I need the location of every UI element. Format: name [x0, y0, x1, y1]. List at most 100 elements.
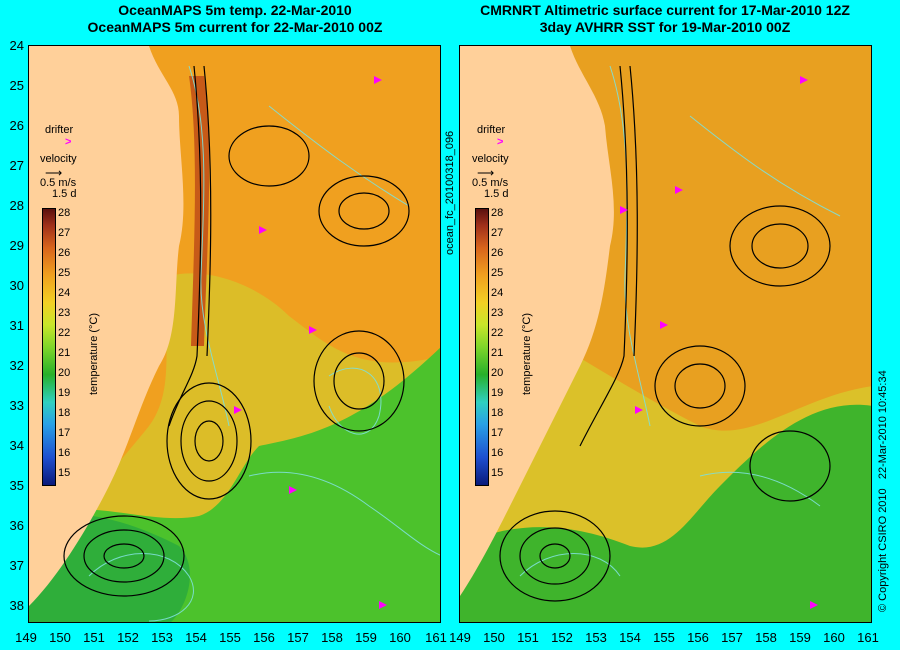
drifter-icon: >	[65, 136, 72, 148]
y-tick-label: 36	[9, 518, 24, 533]
x-tick-label: 154	[619, 630, 641, 645]
cb-tick: 18	[491, 407, 504, 419]
cb-tick: 23	[58, 307, 71, 319]
y-tick-label: 38	[9, 598, 24, 613]
copyright-text: © Copyright CSIRO 2010 22-Mar-2010 10:45…	[877, 370, 889, 612]
cb-tick: 15	[491, 467, 504, 479]
cb-tick: 20	[491, 367, 504, 379]
velocity-duration: 1.5 d	[484, 188, 509, 200]
y-tick-label: 31	[9, 318, 24, 333]
left-colorbar	[42, 208, 56, 486]
left-map-panel[interactable]	[28, 45, 441, 623]
x-tick-label: 161	[425, 630, 447, 645]
left-title-line2: OceanMAPS 5m current for 22-Mar-2010 00Z	[87, 19, 383, 35]
y-tick-label: 26	[9, 118, 24, 133]
x-tick-label: 156	[687, 630, 709, 645]
x-tick-label: 151	[517, 630, 539, 645]
cb-tick: 24	[491, 287, 504, 299]
cb-tick: 22	[58, 327, 71, 339]
x-tick-label: 157	[721, 630, 743, 645]
right-cool-water	[460, 404, 871, 622]
velocity-scale: 0.5 m/s	[40, 177, 77, 189]
y-tick-label: 32	[9, 358, 24, 373]
x-tick-label: 159	[789, 630, 811, 645]
y-tick-label: 34	[9, 438, 24, 453]
cb-tick: 26	[491, 247, 504, 259]
drifter-label: drifter	[477, 124, 506, 136]
x-tick-label: 161	[857, 630, 879, 645]
left-streamlines	[63, 65, 410, 597]
cb-tick: 16	[491, 447, 504, 459]
x-tick-label: 158	[755, 630, 777, 645]
y-tick-label: 30	[9, 278, 24, 293]
right-map-panel[interactable]	[459, 45, 872, 623]
copyright-label: © Copyright CSIRO 2010	[877, 488, 889, 612]
x-tick-label: 157	[287, 630, 309, 645]
left-drifters	[234, 76, 387, 609]
x-tick-label: 154	[185, 630, 207, 645]
cb-tick: 20	[58, 367, 71, 379]
cb-tick: 26	[58, 247, 71, 259]
right-contours	[519, 65, 841, 577]
drifter-icon: >	[497, 136, 504, 148]
cb-tick: 25	[491, 267, 504, 279]
right-colorbar	[475, 208, 489, 486]
cb-tick: 21	[58, 347, 71, 359]
x-tick-label: 155	[653, 630, 675, 645]
y-tick-label: 35	[9, 478, 24, 493]
left-map-svg	[29, 46, 440, 622]
right-title-line2: 3day AVHRR SST for 19-Mar-2010 00Z	[539, 19, 791, 35]
velocity-arrow-icon: ⟶	[45, 166, 63, 180]
cb-tick: 22	[491, 327, 504, 339]
x-tick-label: 158	[321, 630, 343, 645]
velocity-scale: 0.5 m/s	[472, 177, 509, 189]
left-land	[29, 46, 184, 606]
velocity-label: velocity	[40, 153, 77, 165]
left-title-line1: OceanMAPS 5m temp. 22-Mar-2010	[118, 2, 352, 18]
x-tick-label: 150	[483, 630, 505, 645]
cb-tick: 17	[58, 427, 71, 439]
y-tick-label: 29	[9, 238, 24, 253]
y-tick-label: 33	[9, 398, 24, 413]
x-tick-label: 150	[49, 630, 71, 645]
timestamp-label: 22-Mar-2010 10:45:34	[877, 370, 889, 480]
cb-tick: 24	[58, 287, 71, 299]
left-colorbar-title: temperature (°C)	[88, 312, 100, 395]
right-map-svg	[460, 46, 871, 622]
cb-tick: 27	[58, 227, 71, 239]
x-tick-label: 152	[117, 630, 139, 645]
y-tick-label: 28	[9, 198, 24, 213]
cb-tick: 21	[491, 347, 504, 359]
cb-tick: 28	[58, 207, 71, 219]
velocity-duration: 1.5 d	[52, 188, 77, 200]
velocity-label: velocity	[472, 153, 509, 165]
left-panel-title: OceanMAPS 5m temp. 22-Mar-2010 OceanMAPS…	[25, 2, 445, 36]
cb-tick: 28	[491, 207, 504, 219]
cb-tick: 16	[58, 447, 71, 459]
cb-tick: 15	[58, 467, 71, 479]
image-id-text: ocean_fc_20100318_096	[444, 130, 456, 255]
y-tick-label: 37	[9, 558, 24, 573]
cb-tick: 23	[491, 307, 504, 319]
x-tick-label: 159	[355, 630, 377, 645]
x-tick-label: 151	[83, 630, 105, 645]
left-eac-core	[189, 76, 210, 346]
right-title-line1: CMRNRT Altimetric surface current for 17…	[480, 2, 850, 18]
y-tick-label: 24	[9, 38, 24, 53]
right-streamlines	[499, 65, 831, 602]
x-tick-label: 149	[15, 630, 37, 645]
cb-tick: 19	[491, 387, 504, 399]
y-tick-label: 27	[9, 158, 24, 173]
right-land	[460, 46, 614, 596]
x-tick-label: 153	[585, 630, 607, 645]
cb-tick: 17	[491, 427, 504, 439]
x-tick-label: 149	[449, 630, 471, 645]
x-tick-label: 153	[151, 630, 173, 645]
cb-tick: 27	[491, 227, 504, 239]
y-tick-label: 25	[9, 78, 24, 93]
cb-tick: 18	[58, 407, 71, 419]
x-tick-label: 155	[219, 630, 241, 645]
x-tick-label: 156	[253, 630, 275, 645]
right-panel-title: CMRNRT Altimetric surface current for 17…	[455, 2, 875, 36]
x-tick-label: 160	[823, 630, 845, 645]
